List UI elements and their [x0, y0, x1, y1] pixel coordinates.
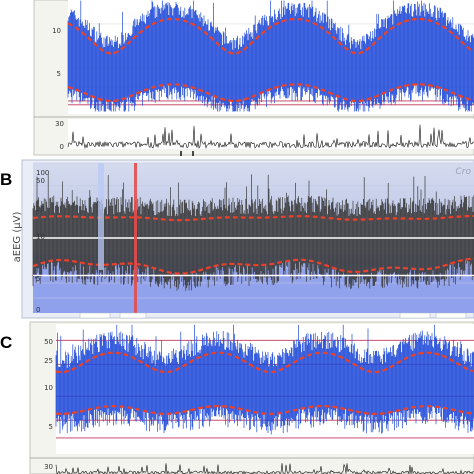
panel-c-upper-envelope [55, 351, 474, 374]
panel-label-b: B [0, 170, 12, 189]
panel-b-ytick-50: 50 [36, 177, 45, 185]
panel-b-ytick-5: 5 [36, 275, 40, 283]
panel-b-corner-text: Cro [456, 167, 472, 177]
panel-c-lower-envelope [55, 404, 474, 416]
panel-a-upper-envelope [67, 17, 474, 55]
panel-a: 10 5 30 0 [33, 0, 474, 156]
panel-b-reference-lines [33, 237, 474, 277]
panel-b-scroll-tab [435, 312, 467, 319]
panel-b-lower-envelope [32, 257, 474, 275]
panel-a-ytick-5: 5 [57, 70, 61, 78]
panel-c-ytick-5: 5 [49, 423, 53, 431]
panel-b-upper-envelope [32, 214, 474, 222]
panel-b-ytick-10: 10 [36, 233, 45, 241]
panel-a-lower-trace [67, 124, 474, 149]
panel-b-ytick-0: 0 [36, 306, 40, 314]
panel-a-lower-ytick-0: 0 [60, 143, 64, 151]
panel-c-lower-ytick-30: 30 [44, 463, 53, 471]
panel-c-ytick-25: 25 [44, 357, 53, 365]
panel-c-ytick-50: 50 [44, 338, 53, 346]
panel-b-cursor [98, 163, 104, 270]
panel-b-ytick-100: 100 [36, 169, 49, 177]
panel-a-lower-envelope [67, 83, 474, 102]
panel-b-scroll-tab [119, 312, 147, 319]
panel-b-scroll-tab [79, 312, 111, 319]
panel-a-lower-ytick-30: 30 [55, 120, 64, 128]
panel-b-ytick-25: 25 [36, 205, 45, 213]
panel-b: B 100 50 25 10 5 0 aEEG (μV) Cro [0, 159, 474, 319]
panel-b-scroll-tab [399, 312, 431, 319]
panel-c-aeeg-trace [55, 324, 474, 435]
panel-a-aeeg-trace [67, 0, 474, 112]
panel-c-ytick-10: 10 [44, 384, 53, 392]
panel-b-ylabel: aEEG (μV) [12, 212, 23, 263]
panel-label-c: C [0, 333, 12, 352]
panel-b-highlight-band [134, 163, 137, 313]
panel-a-ytick-10: 10 [52, 27, 61, 35]
panel-c-lower-trace [55, 463, 474, 474]
panel-c: C 50 25 10 5 30 [0, 321, 474, 474]
